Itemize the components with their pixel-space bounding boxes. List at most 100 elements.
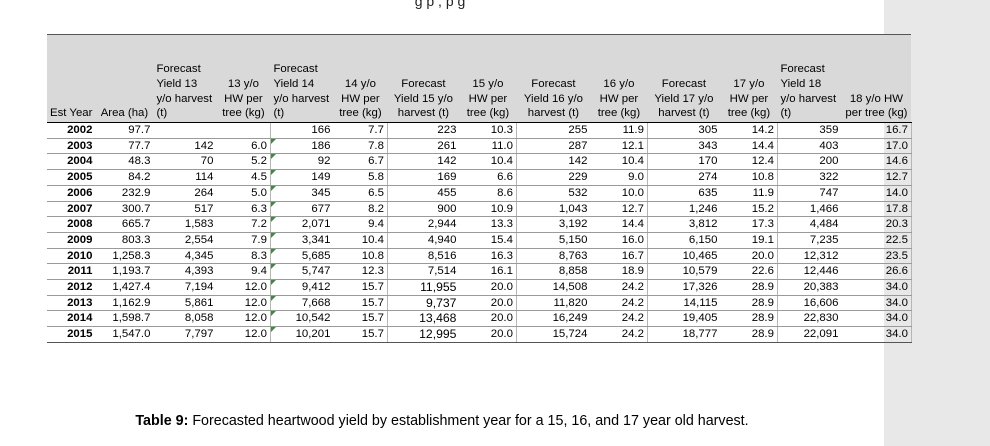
table-cell: 8.6 [459, 185, 517, 202]
table-cell: 15.7 [333, 279, 388, 296]
table-row: 2011 1,193.7 4,393 9.4 5,747 12.3 7,514 16.1 8,8… [47, 263, 912, 281]
est-year-cell: 2004 [47, 153, 96, 171]
table-cell: 343 [647, 138, 721, 155]
table-cell: 22.6 [720, 263, 778, 281]
est-year-cell: 2005 [47, 169, 96, 186]
table-cell: 12.0 [216, 326, 271, 343]
table-cell: 8.2 [333, 201, 388, 218]
table-cell: 747 [777, 185, 842, 202]
table-cell: 7.2 [216, 216, 271, 233]
table-cell: 7.9 [216, 232, 271, 249]
table-cell: 20.3 [841, 216, 912, 233]
table-cell: 14.0 [841, 185, 912, 202]
table-cell: 10.0 [590, 185, 648, 202]
table-cell: 9.4 [333, 216, 388, 233]
table-cell: 10.4 [333, 232, 388, 249]
table-cell: 34.0 [841, 310, 912, 328]
table-cell: 274 [647, 169, 721, 186]
table-cell: 1,466 [777, 201, 842, 218]
table-cell: 23.5 [841, 248, 912, 265]
table-cell: 20.0 [459, 326, 517, 343]
column-header: Est Year [47, 34, 96, 123]
table-cell: 12,995 [387, 326, 460, 343]
table-cell: 11.9 [720, 185, 778, 202]
table-cell: 28.9 [720, 295, 778, 312]
table-row: 2004 48.3 70 5.2 92 6.7 142 10.4 142 10.4 170 12.4 2… [47, 153, 912, 171]
table-cell: 6.5 [333, 185, 388, 202]
table-cell: 1,043 [516, 201, 591, 218]
table-cell: 16.7 [841, 122, 912, 139]
table-cell: 9.4 [216, 263, 271, 281]
table-cell: 8,516 [387, 248, 460, 265]
table-cell: 7.7 [333, 122, 388, 139]
table-cell: 7,797 [153, 326, 217, 343]
table-cell: 20.0 [459, 279, 517, 296]
table-row: 2015 1,547.0 7,797 12.0 10,201 15.7 12,995 20.0… [47, 326, 912, 343]
table-cell: 5,861 [153, 295, 217, 312]
table-cell: 12.0 [216, 279, 271, 296]
table-cell: 10,542 [270, 310, 334, 328]
table-cell: 169 [387, 169, 460, 186]
table-cell: 14.4 [590, 216, 648, 233]
table-cell: 11,820 [516, 295, 591, 312]
table-cell: 17.8 [841, 201, 912, 218]
table-header-row: Est Year Area (ha) Forecast Yield 13 y/o… [47, 34, 912, 123]
table-cell: 1,162.9 [95, 295, 154, 312]
table-cell: 17.3 [720, 216, 778, 233]
table-cell: 5,150 [516, 232, 591, 249]
table-cell: 12.7 [841, 169, 912, 186]
table-cell: 142 [387, 153, 460, 171]
est-year-cell: 2006 [47, 185, 96, 202]
column-header: Area (ha) [95, 34, 154, 123]
table-cell: 403 [777, 138, 842, 155]
table-cell: 15,724 [516, 326, 591, 343]
table-cell: 4.5 [216, 169, 271, 186]
table-cell: 24.2 [590, 279, 648, 296]
table-cell: 223 [387, 122, 460, 139]
est-year-cell: 2002 [47, 122, 96, 139]
table-cell: 15.4 [459, 232, 517, 249]
table-cell: 1,427.4 [95, 279, 154, 296]
table-cell: 5.2 [216, 153, 271, 171]
table-cell: 7,514 [387, 263, 460, 281]
table-cell: 2,071 [270, 216, 334, 233]
table-cell: 1,583 [153, 216, 217, 233]
table-cell: 10.9 [459, 201, 517, 218]
table-cell: 70 [153, 153, 217, 171]
table-row: 2013 1,162.9 5,861 12.0 7,668 15.7 9,737 20.0 11… [47, 295, 912, 312]
table-cell: 14.4 [720, 138, 778, 155]
column-header: Forecast Yield 17 y/o harvest (t) [647, 34, 721, 123]
column-header: 16 y/o HW per tree (kg) [590, 34, 648, 123]
table-cell: 18,777 [647, 326, 721, 343]
table-cell: 20,383 [777, 279, 842, 296]
caption-label: Table 9: [135, 413, 189, 429]
table-cell: 24.2 [590, 295, 648, 312]
table-cell [153, 122, 217, 139]
table-cell: 5,747 [270, 263, 334, 281]
table-cell: 5.8 [333, 169, 388, 186]
table-cell: 28.9 [720, 310, 778, 328]
table-body: 2002 97.7 166 7.7 223 10.3 255 11.9 305 14.2 359 16… [47, 122, 912, 343]
table-cell: 229 [516, 169, 591, 186]
table-cell: 14,115 [647, 295, 721, 312]
table-cell: 3,192 [516, 216, 591, 233]
table-cell: 7.8 [333, 138, 388, 155]
table-cell: 6.0 [216, 138, 271, 155]
table-cell: 142 [516, 153, 591, 171]
table-cell: 20.0 [720, 248, 778, 265]
table-cell: 3,341 [270, 232, 334, 249]
column-header: 14 y/o HW per tree (kg) [333, 34, 388, 123]
table-cell: 19,405 [647, 310, 721, 328]
table-cell: 13,468 [387, 310, 460, 328]
column-header: 13 y/o HW per tree (kg) [216, 34, 271, 123]
table-cell: 4,940 [387, 232, 460, 249]
table-cell: 16,606 [777, 295, 842, 312]
table-cell: 16.0 [590, 232, 648, 249]
table-row: 2009 803.3 2,554 7.9 3,341 10.4 4,940 15.4 5,150… [47, 232, 912, 249]
table-cell: 517 [153, 201, 217, 218]
table-cell: 5,685 [270, 248, 334, 265]
table-cell: 77.7 [95, 138, 154, 155]
table-cell: 8,058 [153, 310, 217, 328]
table-cell: 15.7 [333, 295, 388, 312]
table-cell: 10.4 [459, 153, 517, 171]
